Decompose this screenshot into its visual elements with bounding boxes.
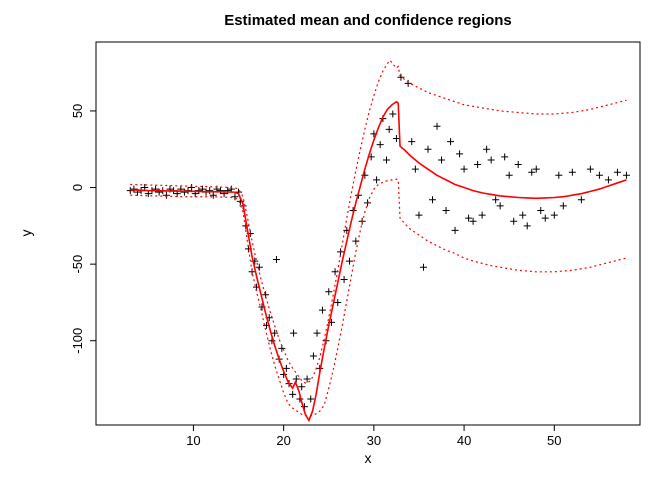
y-tick-label: -50 bbox=[70, 255, 85, 274]
x-tick-label: 30 bbox=[367, 433, 381, 448]
y-axis-label: y bbox=[18, 229, 34, 237]
y-tick-label: 50 bbox=[70, 104, 85, 118]
upper-confidence-line bbox=[130, 59, 627, 385]
plot-box bbox=[95, 41, 641, 426]
scatter-points bbox=[126, 73, 630, 411]
y-tick-label: 0 bbox=[70, 184, 85, 191]
estimated-mean-line bbox=[130, 100, 627, 423]
lower-confidence-line bbox=[130, 178, 627, 417]
x-axis-label: x bbox=[364, 450, 372, 466]
x-tick-label: 50 bbox=[547, 433, 561, 448]
x-tick-label: 20 bbox=[276, 433, 290, 448]
y-tick-label: -100 bbox=[70, 328, 85, 354]
x-tick-label: 40 bbox=[457, 433, 471, 448]
chart-title: Estimated mean and confidence regions bbox=[224, 12, 512, 29]
x-tick-label: 10 bbox=[186, 433, 200, 448]
